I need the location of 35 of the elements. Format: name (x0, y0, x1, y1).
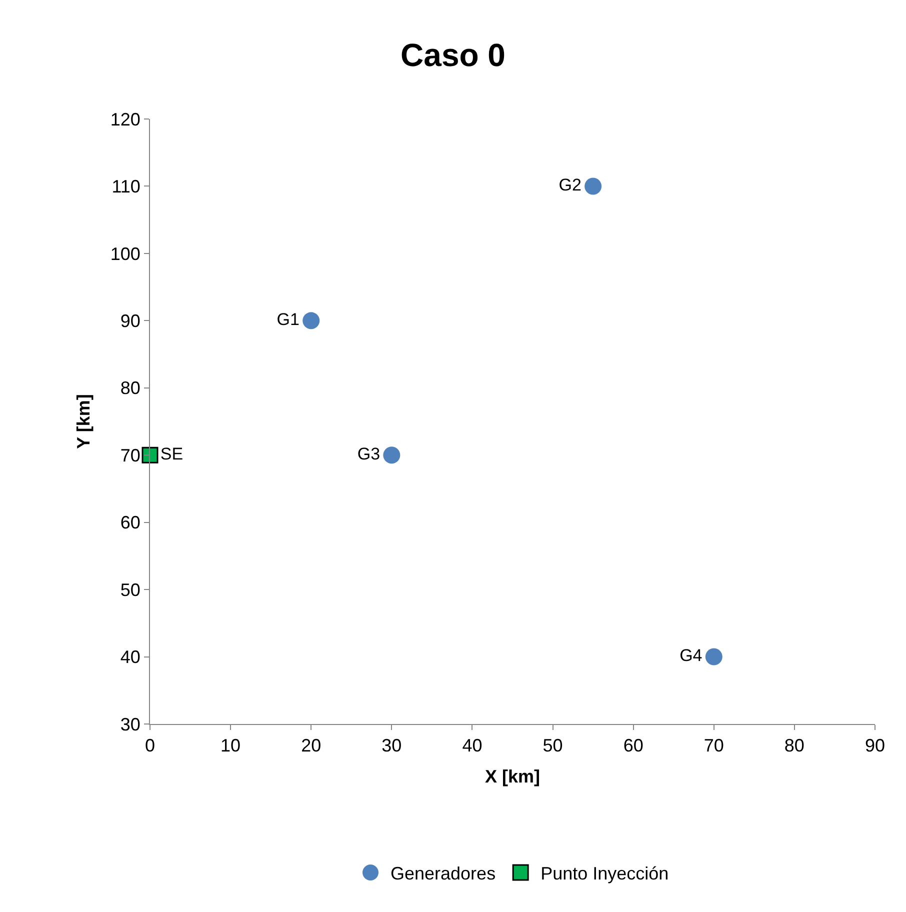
data-label: G1 (276, 310, 300, 329)
point (383, 446, 400, 464)
x-tick-label: 10 (220, 736, 241, 756)
chart-title: Caso 0 (400, 37, 506, 74)
data-label: G4 (680, 646, 702, 666)
point (302, 312, 320, 330)
data-label: G2 (558, 175, 582, 194)
data-label: G3 (357, 444, 380, 464)
y-axis-title: Y [km] (74, 394, 94, 449)
y-tick-label: 30 (120, 714, 140, 734)
y-tick-label: 110 (112, 176, 140, 197)
y-tick-label: 60 (120, 512, 140, 533)
y-tick-label: 90 (120, 310, 140, 331)
y-tick-label: 70 (120, 445, 140, 466)
x-tick-label: 0 (144, 736, 156, 756)
y-tick-label: 100 (110, 244, 140, 264)
x-tick-label: 50 (542, 736, 563, 756)
y-tick-label: 80 (120, 378, 140, 398)
x-tick-label: 30 (382, 736, 402, 756)
data-label: SE (160, 444, 184, 464)
x-tick-label: 90 (864, 736, 886, 756)
y-tick-label: 120 (110, 109, 140, 130)
x-tick-label: 40 (462, 736, 482, 756)
point (142, 446, 158, 464)
point (584, 178, 602, 195)
legend-label: Punto Inyección (540, 864, 669, 884)
y-tick-label: 50 (120, 580, 140, 600)
point (705, 648, 722, 666)
x-tick-label: 70 (704, 736, 724, 756)
legend-label: Generadores (390, 864, 496, 884)
y-tick-label: 40 (120, 647, 140, 668)
x-tick-label: 80 (784, 736, 804, 756)
x-tick-label: 20 (301, 736, 322, 756)
x-tick-label: 60 (623, 736, 644, 756)
x-axis-title: X [km] (484, 766, 540, 787)
